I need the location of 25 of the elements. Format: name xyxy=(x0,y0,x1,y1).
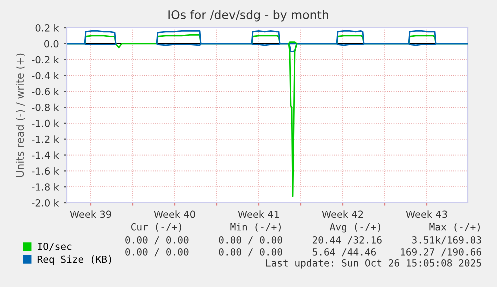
y-tick-label: -0.6 k xyxy=(32,88,60,96)
y-tick-label: -1.8 k xyxy=(32,183,60,191)
text: Cur (-/+) Min (-/+) Avg (-/+) Max (-/+) xyxy=(131,223,480,233)
x-tick-label: Week 41 xyxy=(238,210,280,218)
y-tick-label: -0.2 k xyxy=(32,56,60,64)
text: 0.00 / 0.00 0.00 / 0.00 5.64 /44.46 169.27 /190.66 xyxy=(126,248,482,257)
y-tick-label: -1.0 k xyxy=(32,120,60,128)
y-axis-title: Units read (-) / write (+) xyxy=(16,54,26,178)
x-tick-label: Week 43 xyxy=(406,210,448,218)
y-tick-label: -0.8 k xyxy=(32,104,60,112)
y-tick-label: -1.2 k xyxy=(32,136,60,144)
x-tick-label: Week 42 xyxy=(322,210,364,218)
x-tick-label: Week 40 xyxy=(154,210,196,218)
y-tick-label: 0.0 xyxy=(44,40,59,48)
legend-label: IO/sec xyxy=(38,242,72,252)
x-tick-label: Week 39 xyxy=(70,210,112,218)
legend-label: Req Size (KB) xyxy=(38,256,112,266)
y-tick-label: 0.2 k xyxy=(36,24,60,32)
chart-title: IOs for /dev/sdg - by month xyxy=(168,10,328,22)
y-tick-label: -0.4 k xyxy=(32,72,60,80)
y-tick-label: -1.6 k xyxy=(32,167,60,176)
y-tick-label: -2.0 k xyxy=(32,199,60,207)
text: Last update: Sun Oct 26 15:05:08 2025 xyxy=(266,259,482,269)
text: 0.00 / 0.00 0.00 / 0.00 20.44 /32.16 3.51k/169.03 xyxy=(126,236,482,245)
y-tick-label: -1.4 k xyxy=(32,152,60,159)
